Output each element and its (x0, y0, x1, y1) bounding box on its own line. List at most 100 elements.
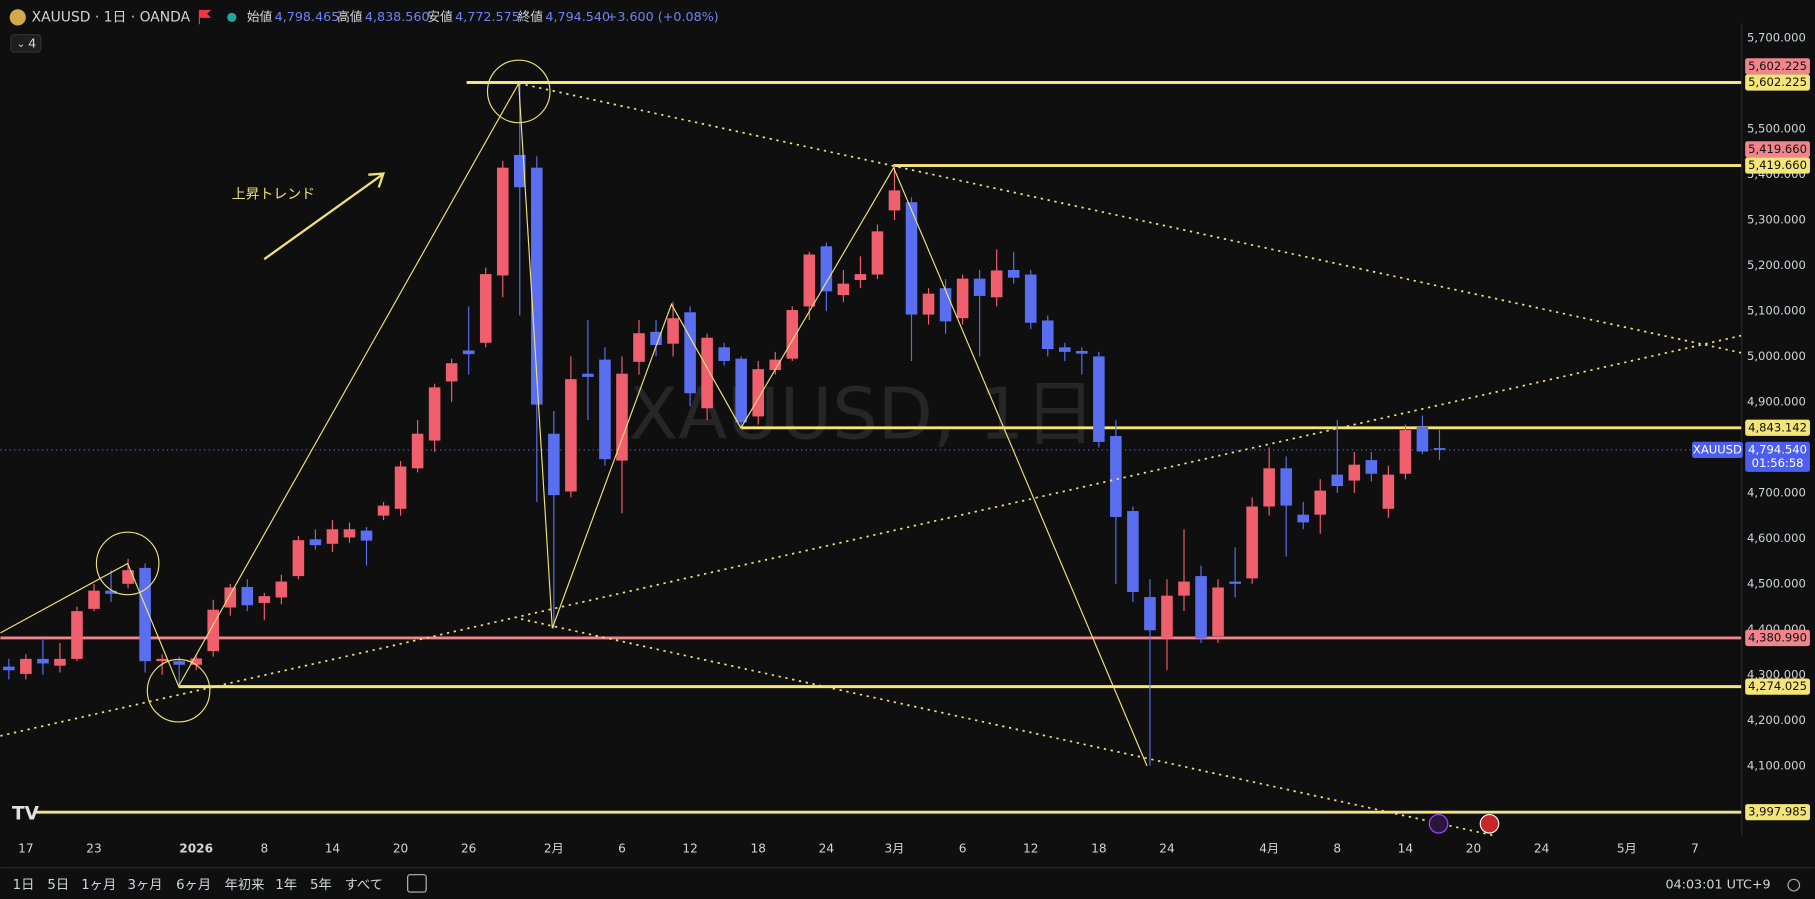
indicator-count: 4 (28, 35, 36, 50)
candle-body (1433, 448, 1446, 450)
symbol-title[interactable]: XAUUSD · 1日 · OANDA (32, 9, 191, 25)
x-tick-label: 4月 (1259, 842, 1279, 856)
candle-body (718, 347, 730, 361)
x-tick-label: 8 (1333, 842, 1341, 856)
range-button[interactable]: すべて (344, 877, 382, 893)
x-tick-label: 26 (461, 842, 476, 856)
y-tick-label: 5,100.000 (1747, 303, 1806, 317)
y-tick-label: 4,900.000 (1747, 394, 1806, 408)
candle-body (973, 278, 986, 296)
range-button[interactable]: 5年 (310, 877, 332, 893)
candle-body (633, 333, 645, 362)
x-tick-label: 8 (260, 842, 268, 856)
zigzag (0, 81, 1148, 767)
x-tick-label: 24 (819, 842, 835, 856)
y-tick-label: 5,500.000 (1747, 121, 1806, 135)
range-button[interactable]: 1年 (275, 877, 297, 893)
symbol-label: XAUUSD (1693, 442, 1742, 456)
candle-body (531, 167, 543, 405)
event-icon[interactable] (1428, 813, 1449, 834)
settings-icon[interactable] (1787, 878, 1801, 892)
x-tick-label: 3月 (885, 842, 905, 856)
y-tick-label: 4,600.000 (1747, 531, 1806, 545)
candle-body (922, 293, 935, 315)
candle-body (1365, 460, 1378, 474)
last-price-label: 4,794.540 (1748, 442, 1807, 456)
level-label-bg (1745, 74, 1810, 91)
candle-body (1246, 506, 1258, 579)
candle-body (224, 587, 237, 608)
event-icon[interactable] (1479, 813, 1500, 834)
candle-body (820, 246, 833, 292)
x-tick-label: 12 (1023, 842, 1038, 856)
candle-body (1382, 474, 1395, 509)
level-label-bg (1745, 419, 1810, 436)
candle-body (548, 433, 560, 496)
y-tick-label: 5,300.000 (1747, 212, 1806, 226)
candle-body (37, 658, 49, 664)
candle-body (54, 658, 66, 666)
candle-body (1093, 356, 1105, 442)
candle-body (769, 359, 782, 371)
price-axis: 4,100.0004,200.0004,300.0004,400.0004,50… (1691, 31, 1810, 821)
candle-body (1212, 587, 1224, 637)
candle-body (343, 529, 356, 538)
y-tick-label: 5,200.000 (1747, 258, 1806, 272)
candle-body (1058, 347, 1071, 352)
level-label: 3,997.985 (1748, 805, 1807, 819)
x-tick-label: 24 (1534, 842, 1550, 856)
y-tick-label: 4,200.000 (1747, 713, 1806, 727)
symbol-icon (9, 9, 26, 26)
x-tick-label: 20 (393, 842, 408, 856)
candle-body (1195, 576, 1207, 639)
level-label: 5,419.660 (1748, 158, 1807, 172)
level-label: 4,380.990 (1748, 630, 1807, 644)
range-button[interactable]: 1ヶ月 (81, 878, 116, 893)
range-button[interactable]: 1日 (13, 878, 35, 893)
ohlc-value: 4,772.575 (455, 9, 520, 24)
candle-body (173, 661, 185, 665)
candle-body (1229, 581, 1241, 584)
candle-body (871, 231, 884, 275)
watermark: XAUUSD, 1日 (629, 371, 1096, 455)
candle-body (428, 387, 441, 441)
candle-body (786, 310, 799, 359)
calendar-icon[interactable] (407, 874, 427, 893)
candle-body (684, 312, 696, 394)
candle-body (496, 167, 509, 276)
candle-body (445, 363, 458, 382)
candle-body (1178, 581, 1190, 596)
candle-body (599, 359, 611, 460)
candle-body (105, 590, 117, 594)
flag-icon (198, 9, 212, 25)
range-button[interactable]: 3ヶ月 (127, 878, 162, 893)
level-label-bg (1745, 629, 1810, 647)
candle-body (1127, 511, 1139, 593)
level-label: 5,419.660 (1748, 142, 1807, 156)
symbol-label-bg (1691, 441, 1743, 458)
candle-body (122, 570, 134, 584)
candle-body (394, 466, 407, 509)
x-tick-label: 14 (1398, 842, 1414, 856)
range-button[interactable]: 6ヶ月 (176, 878, 211, 893)
circle (146, 658, 211, 723)
y-tick-label: 5,700.000 (1747, 31, 1806, 45)
x-tick-label: 12 (682, 842, 697, 856)
indicator-toggle[interactable] (10, 34, 42, 53)
candle-body (1314, 490, 1327, 515)
candle-body (1263, 468, 1275, 507)
y-tick-label: 5,000.000 (1747, 349, 1806, 363)
x-tick-label: 23 (86, 842, 101, 856)
level-label: 5,602.225 (1748, 75, 1807, 89)
ohlc-label: 高値 (337, 9, 363, 24)
candle-body (888, 190, 901, 211)
range-button[interactable]: 5日 (47, 878, 69, 893)
candle-body (1110, 436, 1122, 517)
range-button[interactable]: 年初来 (225, 877, 265, 893)
candle-body (241, 587, 254, 606)
arrow-head (368, 172, 386, 188)
candle-body (1416, 426, 1429, 452)
level-label-bg (1745, 141, 1810, 158)
